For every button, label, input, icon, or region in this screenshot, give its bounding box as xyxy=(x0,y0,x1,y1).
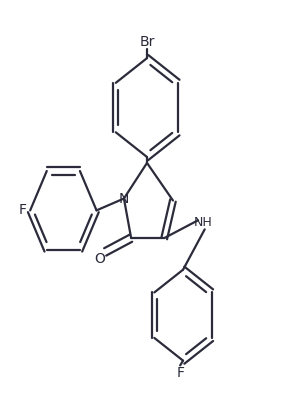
Text: N: N xyxy=(118,192,128,206)
Text: NH: NH xyxy=(194,216,213,229)
Text: Br: Br xyxy=(139,35,155,49)
Text: F: F xyxy=(176,366,184,379)
Text: O: O xyxy=(94,252,105,266)
Text: F: F xyxy=(19,203,27,217)
